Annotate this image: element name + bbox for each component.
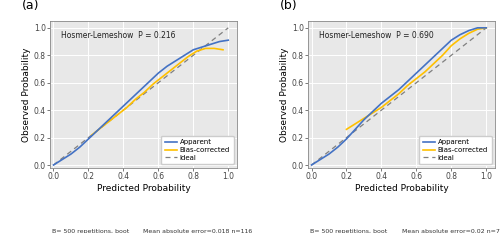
Text: Mean absolute error=0.02 n=79: Mean absolute error=0.02 n=79 bbox=[402, 230, 500, 233]
X-axis label: Predicted Probability: Predicted Probability bbox=[354, 184, 448, 193]
Y-axis label: Observed Probability: Observed Probability bbox=[22, 47, 31, 142]
Y-axis label: Observed Probability: Observed Probability bbox=[280, 47, 289, 142]
Text: B= 500 repetitions, boot: B= 500 repetitions, boot bbox=[310, 230, 387, 233]
Text: Hosmer-Lemeshow  P = 0.690: Hosmer-Lemeshow P = 0.690 bbox=[319, 31, 434, 40]
Text: (a): (a) bbox=[22, 0, 40, 12]
X-axis label: Predicted Probability: Predicted Probability bbox=[96, 184, 190, 193]
Text: Mean absolute error=0.018 n=116: Mean absolute error=0.018 n=116 bbox=[144, 230, 252, 233]
Legend: Apparent, Bias-corrected, Ideal: Apparent, Bias-corrected, Ideal bbox=[419, 136, 492, 164]
Text: B= 500 repetitions, boot: B= 500 repetitions, boot bbox=[52, 230, 129, 233]
Text: Hosmer-Lemeshow  P = 0.216: Hosmer-Lemeshow P = 0.216 bbox=[61, 31, 176, 40]
Text: (b): (b) bbox=[280, 0, 297, 12]
Legend: Apparent, Bias-corrected, Ideal: Apparent, Bias-corrected, Ideal bbox=[161, 136, 234, 164]
